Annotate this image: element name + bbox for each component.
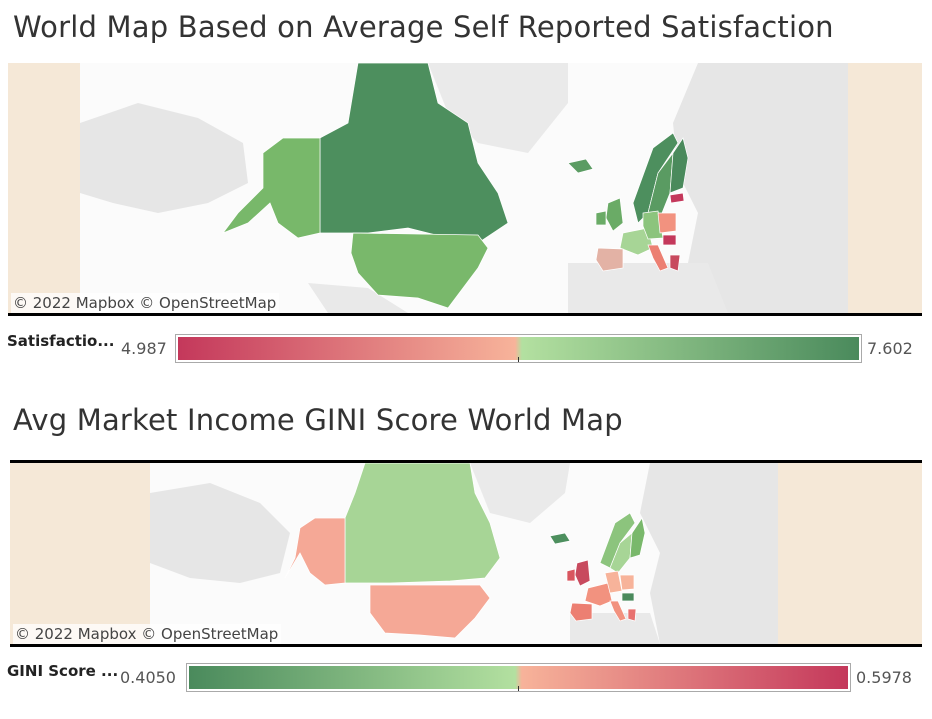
region-hungary[interactable] xyxy=(621,592,635,602)
land-mexico xyxy=(308,283,408,313)
land-asia-east xyxy=(80,103,248,213)
region-finland[interactable] xyxy=(669,137,689,194)
map-attribution[interactable]: © 2022 Mapbox © OpenStreetMap xyxy=(11,293,280,313)
region-norway[interactable] xyxy=(632,132,679,224)
legend-max-value: 7.602 xyxy=(867,339,913,358)
land-russia xyxy=(673,63,848,313)
map-padding-left xyxy=(8,63,80,313)
region-spain[interactable] xyxy=(569,602,593,622)
region-poland[interactable] xyxy=(619,574,635,591)
gini-map[interactable]: © 2022 Mapbox © OpenStreetMap xyxy=(10,460,922,647)
legend-min-value: 4.987 xyxy=(121,339,167,358)
region-poland[interactable] xyxy=(657,212,677,234)
map-attribution[interactable]: © 2022 Mapbox © OpenStreetMap xyxy=(13,624,282,644)
region-italy[interactable] xyxy=(647,244,669,272)
land-africa xyxy=(568,263,728,313)
region-ireland[interactable] xyxy=(595,210,607,226)
region-greece[interactable] xyxy=(669,254,681,272)
region-spain[interactable] xyxy=(595,247,624,272)
map-title-gini: Avg Market Income GINI Score World Map xyxy=(13,403,623,437)
region-france[interactable] xyxy=(584,582,613,607)
region-germany[interactable] xyxy=(642,210,664,240)
region-italy[interactable] xyxy=(609,600,627,622)
map-padding-left xyxy=(10,463,150,644)
region-latvia[interactable] xyxy=(669,192,685,204)
legend-gradient xyxy=(189,666,848,689)
map-title-satisfaction: World Map Based on Average Self Reported… xyxy=(13,10,834,44)
legend-color-ramp xyxy=(186,663,851,692)
legend-center-tick xyxy=(518,686,519,691)
region-usa[interactable] xyxy=(369,584,491,639)
legend-min-value: 0.4050 xyxy=(120,668,176,687)
region-hungary[interactable] xyxy=(662,234,677,246)
region-alaska[interactable] xyxy=(284,517,346,586)
land-greenland xyxy=(428,63,568,153)
gini-map-canvas[interactable] xyxy=(10,463,922,644)
legend-title-gini: GINI Score ... xyxy=(7,662,119,680)
land-russia xyxy=(640,463,778,644)
region-finland[interactable] xyxy=(629,517,646,559)
land-africa xyxy=(570,613,660,644)
region-germany[interactable] xyxy=(604,570,623,594)
region-ireland[interactable] xyxy=(566,568,576,582)
region-greece[interactable] xyxy=(627,608,637,622)
land-greenland xyxy=(470,463,570,523)
satisfaction-map-canvas[interactable] xyxy=(8,63,922,313)
legend-color-ramp xyxy=(175,334,862,363)
legend-gradient xyxy=(178,337,859,360)
map-padding-right xyxy=(778,463,922,644)
map-padding-right xyxy=(848,63,922,313)
region-canada[interactable] xyxy=(344,463,501,584)
legend-max-value: 0.5978 xyxy=(856,668,912,687)
region-iceland[interactable] xyxy=(549,532,571,545)
region-usa[interactable] xyxy=(350,232,489,309)
region-alaska[interactable] xyxy=(221,137,321,239)
legend-center-tick xyxy=(518,357,519,362)
land-asia-east xyxy=(150,483,290,583)
legend-title-satisfaction: Satisfactio... xyxy=(7,332,115,350)
satisfaction-map[interactable]: © 2022 Mapbox © OpenStreetMap xyxy=(8,63,922,316)
region-iceland[interactable] xyxy=(567,158,594,174)
